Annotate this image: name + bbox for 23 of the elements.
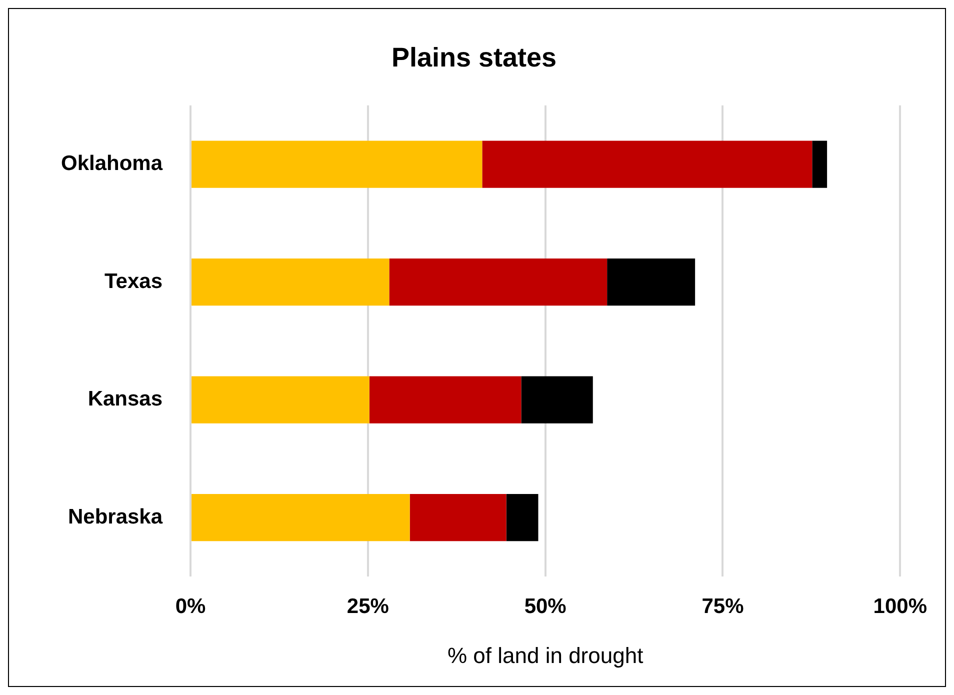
bar	[369, 376, 522, 424]
y-tick-label: Oklahoma	[60, 152, 163, 176]
x-tick-label: 100%	[873, 594, 928, 618]
bar	[521, 376, 593, 424]
y-tick-label: Nebraska	[68, 505, 163, 528]
x-tick-label: 0%	[175, 594, 206, 618]
bar	[192, 494, 410, 542]
x-tick-label: 50%	[524, 594, 567, 618]
x-axis-title: % of land in drought	[447, 642, 644, 668]
x-tick-label: 25%	[346, 594, 390, 618]
bar	[410, 494, 506, 542]
y-tick-label: Kansas	[88, 388, 163, 411]
bar	[812, 140, 828, 188]
bar	[482, 140, 812, 188]
chart-title: Plains states	[391, 42, 557, 73]
y-tick-label: Texas	[104, 270, 163, 293]
bar	[389, 258, 608, 306]
x-tick-label: 75%	[702, 594, 744, 618]
bar	[506, 494, 538, 542]
bar	[192, 376, 370, 424]
bar	[192, 140, 482, 188]
bar	[607, 258, 696, 306]
bar	[192, 258, 390, 306]
